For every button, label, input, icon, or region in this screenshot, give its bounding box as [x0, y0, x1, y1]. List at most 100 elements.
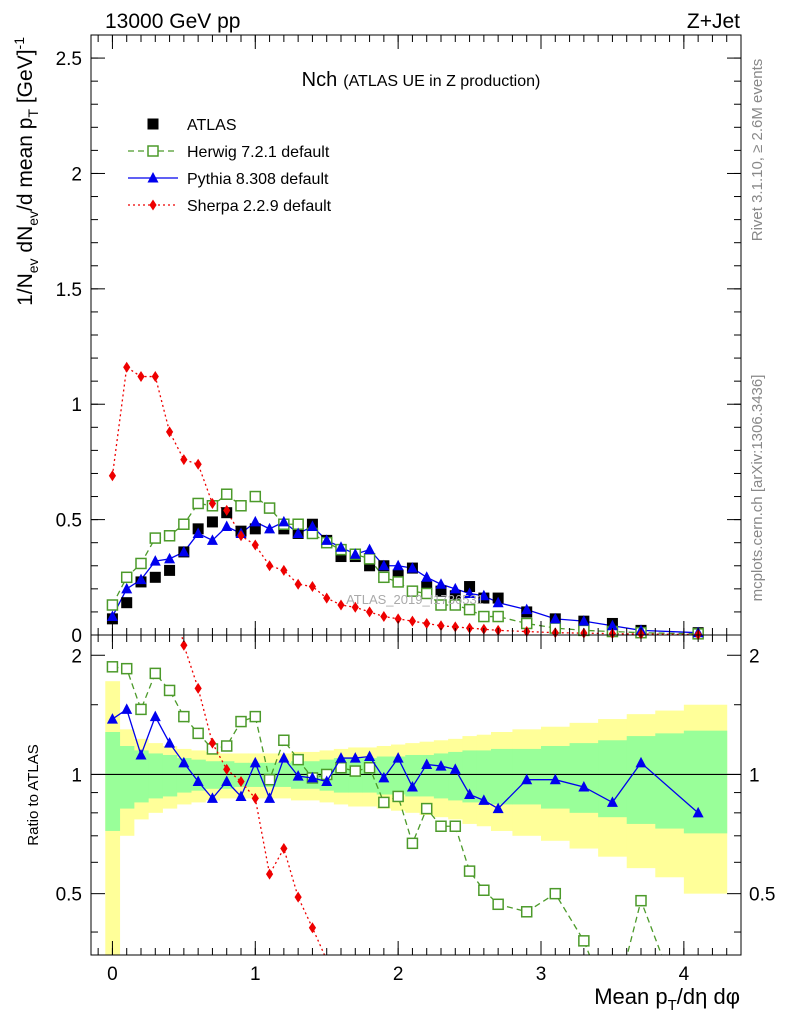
ratio-point	[164, 737, 176, 748]
data-point	[149, 555, 161, 566]
data-point	[449, 599, 462, 611]
x-axis-label: Mean pT/dη dφ	[594, 984, 740, 1014]
ratio-point	[120, 662, 133, 675]
ratio-panel: 0.5 0.5 1 1 2 2 0 1 2 3 4	[56, 634, 775, 985]
ratio-point	[278, 734, 290, 747]
ratio-point	[578, 780, 590, 792]
ratio-y-tick-label: 0.5	[56, 885, 82, 906]
ratio-point	[520, 906, 533, 918]
legend-marker	[147, 145, 159, 157]
ratio-point	[492, 898, 504, 911]
ratio-point	[449, 763, 461, 774]
ratio-point	[121, 703, 133, 714]
ratio-point	[208, 737, 217, 749]
ratio-axes: 0.5 0.5 1 1 2 2 0 1 2 3 4	[56, 635, 775, 985]
ratio-point	[449, 820, 462, 832]
ratio-point	[578, 935, 590, 947]
data-point	[249, 490, 262, 503]
ratio-point	[192, 727, 204, 740]
data-point	[351, 601, 359, 613]
series-line	[111, 521, 699, 634]
inner-band-segment	[491, 748, 513, 805]
data-point	[435, 599, 447, 611]
data-point	[606, 619, 618, 631]
main-marks	[106, 361, 704, 641]
data-point	[408, 615, 417, 627]
ratio-point	[308, 922, 317, 934]
data-point	[164, 552, 176, 564]
ratio-line	[112, 708, 699, 814]
ratio-point	[249, 710, 262, 723]
inner-band-segment	[448, 751, 463, 801]
data-point	[223, 504, 231, 516]
y-axis-label: 1/Nev dNev/d mean pT [GeV]-1	[11, 37, 41, 306]
data-point	[149, 571, 161, 583]
ratio-point	[163, 684, 176, 697]
data-point	[121, 582, 133, 594]
data-point	[478, 589, 490, 601]
inner-band-segment	[655, 733, 685, 829]
ratio-point	[235, 715, 247, 728]
legend-label: ATLAS	[187, 117, 237, 134]
inner-band-segment	[476, 750, 492, 803]
ratio-point	[521, 773, 533, 785]
ratio-point	[106, 713, 118, 724]
data-point	[178, 518, 190, 530]
ratio-point	[606, 796, 618, 807]
data-point	[378, 559, 390, 571]
ratio-point	[549, 773, 561, 785]
header-left: 13000 GeV pp	[105, 10, 240, 33]
ratio-point	[435, 820, 447, 832]
ratio-point	[265, 868, 274, 880]
data-point	[406, 585, 419, 597]
ratio-y-tick-label-right: 1	[749, 765, 760, 786]
x-tick-label: 0	[107, 964, 118, 985]
inner-band-segment	[133, 750, 149, 803]
ratio-point	[392, 790, 404, 803]
data-point	[135, 557, 147, 570]
data-point	[237, 530, 245, 542]
ratio-point	[180, 639, 188, 651]
data-point	[492, 610, 504, 623]
x-tick-label: 2	[393, 964, 404, 985]
ratio-point	[321, 775, 333, 786]
data-point	[192, 527, 204, 538]
data-point	[423, 617, 431, 629]
ratio-point	[335, 761, 347, 774]
data-point	[449, 590, 461, 602]
ratio-point	[278, 752, 290, 763]
data-point	[308, 581, 317, 593]
ratio-point	[178, 756, 190, 768]
data-point	[337, 599, 345, 611]
data-point	[364, 543, 376, 555]
data-point	[449, 582, 461, 594]
ratio-point	[406, 837, 419, 850]
data-point	[235, 500, 247, 512]
ratio-point	[237, 775, 245, 787]
ratio-marks	[91, 635, 741, 955]
data-point	[249, 523, 261, 535]
legend-label: Pythia 8.308 default	[187, 171, 329, 188]
data-point	[208, 497, 217, 509]
inner-band-segment	[148, 753, 163, 799]
data-point	[392, 576, 404, 588]
main-panel: 0 0.5 1 1.5 2 2.5 Nch (ATLAS UE in Z productio…	[56, 34, 742, 647]
ratio-point	[223, 763, 231, 775]
inner-band-segment	[119, 745, 135, 809]
y-tick-label: 0	[71, 626, 82, 647]
data-point	[464, 587, 476, 598]
ratio-line	[112, 666, 663, 955]
ratio-point	[206, 792, 218, 803]
ratio-point	[135, 748, 147, 760]
y-tick-label: 1.5	[56, 280, 82, 301]
x-tick-label: 1	[250, 964, 261, 985]
data-point	[392, 569, 404, 581]
data-point	[123, 361, 131, 373]
data-point	[464, 581, 476, 593]
data-point	[365, 606, 374, 618]
data-point	[435, 578, 447, 589]
ratio-point	[221, 775, 233, 786]
data-point	[421, 581, 433, 593]
data-point	[206, 516, 218, 528]
